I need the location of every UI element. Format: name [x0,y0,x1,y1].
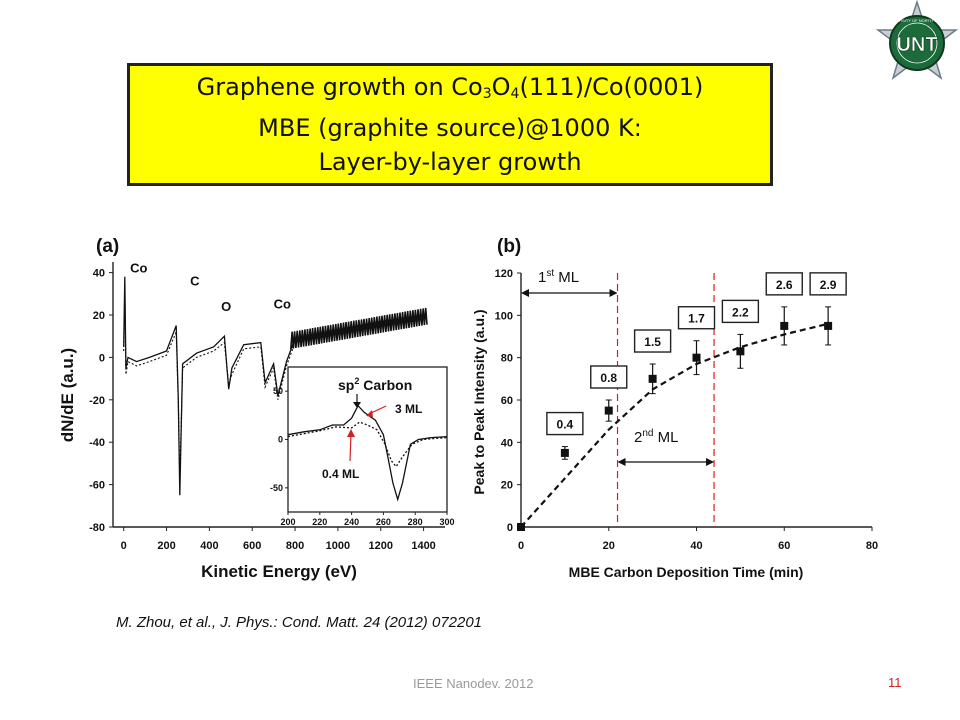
inset-series-solid [287,404,448,502]
logo-text: UNT [896,34,937,56]
span-label: 2nd ML [634,428,678,446]
data-point [648,374,657,383]
y-tick-label-a: -40 [89,437,105,449]
span-arrowhead-right [706,458,715,466]
inset-x-tick-label: 300 [439,517,454,527]
data-point [517,523,525,531]
inset-x-tick-label: 240 [344,517,359,527]
inset-x-tick-label: 260 [376,517,391,527]
x-tick-label-b: 0 [518,540,524,552]
annotation-04ml: 0.4 ML [322,467,359,481]
x-axis-title-a: Kinetic Energy (eV) [201,562,357,581]
data-point [604,406,613,415]
data-point [736,347,745,356]
peak-label: O [221,299,231,314]
y-tick-label-b: 0 [507,522,513,534]
page-number: 11 [888,675,902,690]
y-tick-label-b: 20 [501,480,513,492]
x-tick-label-a: 200 [157,540,175,552]
value-label: 0.8 [600,371,617,385]
span-arrowhead-left [521,289,529,297]
unt-logo: UNIVERSITY OF NORTH TEXAS UNT [875,0,959,80]
y-axis-title-a: dN/dE (a.u.) [58,348,77,442]
data-point [692,353,701,362]
inset-x-tick-label: 220 [312,517,327,527]
value-label: 2.9 [820,278,837,292]
annotation-arrow-04ml [349,433,352,462]
value-label: 1.7 [688,312,705,326]
y-tick-label-b: 100 [495,310,513,322]
x-tick-label-b: 60 [778,540,790,552]
x-tick-label-b: 40 [690,540,702,552]
inset-x-tick-label: 280 [408,517,423,527]
value-label: 1.5 [644,335,661,349]
annotation-arrowhead-3ml [366,410,373,417]
x-axis-title-b: MBE Carbon Deposition Time (min) [569,564,804,580]
value-label: 2.2 [732,305,749,319]
footer-text: IEEE Nanodev. 2012 [413,676,534,691]
x-tick-label-a: 800 [286,540,304,552]
inset-title: sp2 Carbon [338,376,412,393]
panel-label-a: (a) [96,236,119,257]
inset-y-tick-label: -50 [270,483,283,493]
value-box [721,299,760,324]
y-tick-label-a: -60 [89,480,105,492]
inset-arrowhead [353,402,361,408]
inset-series-dotted [287,421,448,468]
inset-y-tick-label: 0 [278,435,283,445]
title-line-3: Layer-by-layer growth [318,148,582,176]
x-tick-label-a: 1400 [411,540,435,552]
fit-curve [520,322,829,528]
peak-label: C [190,273,200,288]
annotation-arrowhead-04ml [347,429,355,437]
data-point [560,448,569,457]
span-arrowhead-left [617,458,626,466]
x-tick-label-a: 400 [200,540,218,552]
y-axis-title-b: Peak to Peak Intensity (a.u.) [471,309,487,494]
y-tick-label-b: 120 [495,268,513,280]
spectrum-noise-band [290,307,428,349]
value-box [546,411,584,436]
y-tick-label-a: 0 [99,352,105,364]
x-tick-label-b: 20 [603,540,615,552]
y-tick-label-a: -80 [89,522,105,534]
logo-ring-text: UNIVERSITY OF NORTH TEXAS [887,18,947,23]
peak-label: Co [130,261,147,276]
chart-b: (b) 0 20 40 60 80 100 120 0 20 40 60 80 MBE Carbon De… [471,236,878,580]
title-line-1: Graphene growth on Co3O4(111)/Co(0001) [196,73,704,102]
slide-title-box: Graphene growth on Co3O4(111)/Co(0001) M… [127,63,773,186]
annotation-3ml: 3 ML [395,402,422,416]
y-tick-label-a: 40 [93,268,105,280]
x-tick-label-a: 0 [121,540,127,552]
data-point [824,321,833,330]
data-point [780,321,789,330]
citation: M. Zhou, et al., J. Phys.: Cond. Matt. 2… [116,614,483,631]
value-box [765,272,803,296]
inset-y-tick-label: 50 [273,386,283,396]
value-box [590,365,628,389]
y-tick-label-b: 80 [501,353,513,365]
inset-x-tick-label: 200 [280,517,295,527]
x-tick-label-a: 1200 [368,540,392,552]
x-tick-label-a: 600 [243,540,261,552]
y-tick-label-a: -20 [89,395,105,407]
value-box [809,272,847,296]
value-box [677,306,716,330]
y-tick-label-a: 20 [93,310,105,322]
value-box [633,329,672,353]
y-tick-label-b: 40 [501,437,513,449]
x-tick-label-a: 1000 [326,540,350,552]
title-line-2: MBE (graphite source)@1000 K: [258,114,642,142]
span-arrowhead-right [609,289,618,297]
panel-label-b: (b) [497,236,521,257]
y-tick-label-b: 60 [501,395,513,407]
x-tick-label-b: 80 [866,540,878,552]
span-label: 1st ML [538,268,579,286]
value-label: 0.4 [557,418,574,432]
value-label: 2.6 [776,278,793,292]
peak-label: Co [274,297,291,312]
